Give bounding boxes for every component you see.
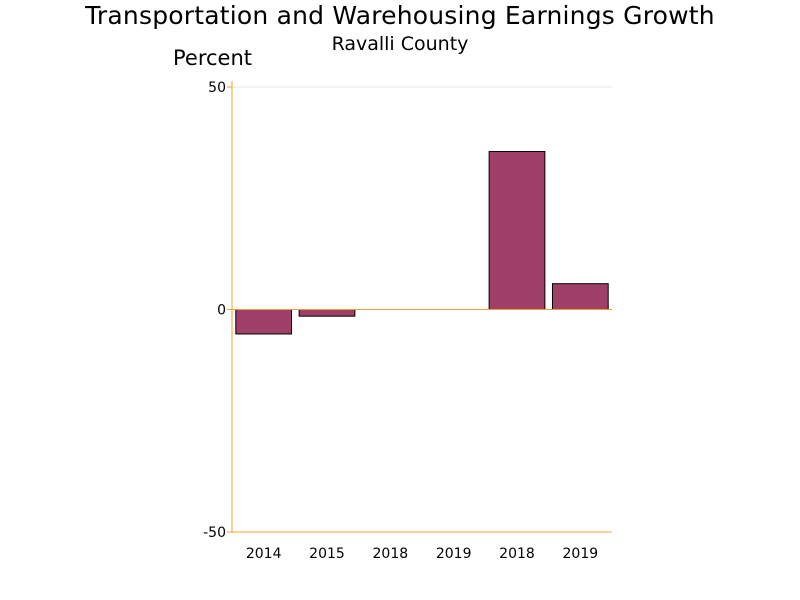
x-tick-label-2019-3: 2019 [436,546,472,562]
x-tick-label-2015-1: 2015 [309,546,345,562]
bar-2019-5 [551,283,609,311]
x-tick-label-2018-2: 2018 [373,546,409,562]
x-tick-label-2019-5: 2019 [563,546,599,562]
y-axis-unit-label: Percent [173,46,253,70]
bar-2014-0 [235,309,293,335]
y-tick-label-0: 0 [217,303,226,319]
chart-title: Transportation and Warehousing Earnings … [85,1,715,30]
x-tick-label-2018-4: 2018 [499,546,535,562]
chart-subtitle: Ravalli County [331,33,469,55]
bar-2018-4 [488,151,546,310]
x-tick-label-2014-0: 2014 [246,546,282,562]
y-tick-label-50: 50 [208,80,226,96]
y-tick-label--50: -50 [203,525,226,541]
bar-2015-1 [298,309,356,317]
